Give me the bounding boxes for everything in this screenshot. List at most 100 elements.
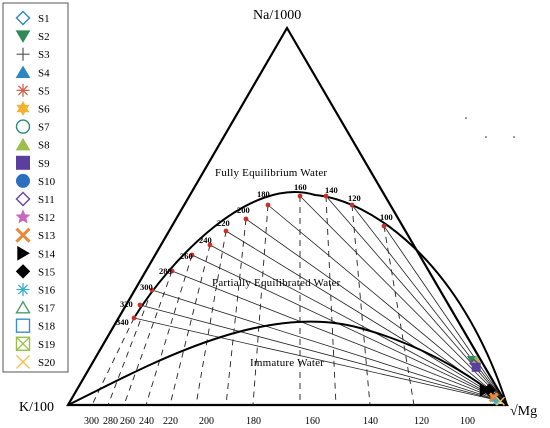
- sample-points: [466, 355, 505, 406]
- legend-label: S15: [38, 266, 56, 278]
- region-immature-label: Immature Water: [250, 357, 324, 369]
- legend-label: S10: [38, 176, 56, 188]
- legend-entry: S15: [15, 264, 56, 279]
- legend-marker: [16, 100, 30, 117]
- curve-temperature-label: 240: [199, 235, 212, 245]
- bottom-tick-labels: 300 280 260 240 220 200 180 160 140 120 100: [84, 416, 475, 427]
- legend-entry: S9: [16, 155, 50, 170]
- temperature-marker: [137, 302, 143, 308]
- legend-entry: S8: [15, 137, 50, 152]
- sample-point-s20: [495, 396, 505, 406]
- legend-label: S5: [38, 85, 50, 97]
- curve-temperature-label: 320: [120, 299, 133, 309]
- curve-temperature-label: 120: [348, 193, 361, 203]
- isotherm-lines: [91, 195, 506, 406]
- legend-marker: [16, 173, 30, 188]
- legend-label: S9: [38, 158, 50, 170]
- corner-left-label: K/100: [19, 400, 54, 415]
- curve-temperature-label: 300: [140, 282, 153, 292]
- curve-temperature-label: 260: [180, 251, 193, 261]
- legend-label: S7: [38, 122, 50, 134]
- sample-point-s16: [492, 397, 501, 406]
- temperature-marker: [297, 193, 303, 199]
- curve-temperature-label: 140: [325, 185, 338, 195]
- temperature-marker: [131, 315, 137, 321]
- legend-entry: S18: [15, 318, 56, 333]
- legend-label: S4: [38, 67, 50, 79]
- legend-entry: S7: [15, 119, 50, 134]
- legend-entry: S13: [15, 227, 56, 243]
- legend-label: S14: [38, 248, 56, 260]
- isotherm-line: [267, 204, 506, 403]
- sample-point-s15: [482, 383, 497, 397]
- isotherm-dashed-line: [123, 270, 173, 406]
- bottom-tick-label: 180: [246, 416, 261, 427]
- temperature-marker: [243, 216, 249, 222]
- legend-marker: [16, 354, 30, 369]
- isotherm-dashed-line: [325, 195, 337, 406]
- temperature-markers: [131, 193, 387, 321]
- legend-marker: [16, 83, 30, 97]
- curve-temperature-label: 200: [237, 205, 250, 215]
- temperature-marker: [381, 223, 387, 229]
- legend-marker: [15, 318, 31, 333]
- isotherm-dashed-line: [383, 225, 415, 406]
- isotherm-line: [209, 244, 506, 403]
- legend-marker: [15, 264, 31, 279]
- isotherm-dashed-line: [169, 244, 211, 406]
- legend-marker: [15, 10, 31, 26]
- isotherm-dashed-line: [225, 218, 247, 406]
- legend-entry: S3: [16, 47, 50, 61]
- corner-right-label: √Mg: [510, 404, 537, 419]
- legend-marker: [15, 65, 31, 78]
- isotherm-line: [139, 304, 506, 403]
- legend-label: S16: [38, 285, 56, 297]
- legend-label: S20: [38, 357, 56, 369]
- temperature-marker: [223, 228, 229, 234]
- legend-marker: [15, 191, 31, 207]
- sample-point-s9: [471, 362, 481, 372]
- legend-entry: S4: [15, 65, 50, 79]
- noise-dot: [485, 136, 487, 138]
- bottom-tick-label: 120: [414, 416, 429, 427]
- legend-marker: [16, 283, 30, 296]
- bottom-tick-label: 160: [305, 416, 320, 427]
- legend-entry: S14: [17, 245, 56, 261]
- isotherm-line: [191, 254, 506, 403]
- curve-temperature-label: 160: [294, 182, 307, 192]
- isotherm-dashed-line: [107, 289, 153, 406]
- curve-temperature-label: 180: [257, 189, 270, 199]
- legend-marker: [15, 119, 31, 134]
- legend-marker: [16, 47, 30, 61]
- legend-marker: [16, 155, 30, 170]
- legend-label: S19: [38, 339, 56, 351]
- legend-label: S11: [38, 194, 55, 206]
- legend-entry: S19: [15, 336, 56, 351]
- legend-entry: S1: [15, 10, 50, 26]
- region-partial-label: Partially Equilibrated Water: [212, 277, 341, 289]
- legend-label: S17: [38, 303, 56, 315]
- temperature-marker: [189, 252, 195, 258]
- temperature-marker: [323, 193, 329, 199]
- legend-entry: S16: [16, 283, 56, 297]
- legend-label: S8: [38, 140, 50, 152]
- curve-temperature-label: 340: [116, 317, 129, 327]
- immature-water-curve: [67, 320, 508, 406]
- legend-marker: [15, 227, 31, 243]
- legend-label: S2: [38, 31, 50, 43]
- temperature-marker: [207, 242, 213, 248]
- noise-dot: [465, 117, 467, 119]
- full-equilibrium-curve: [133, 191, 508, 406]
- bottom-tick-label: 140: [363, 416, 378, 427]
- isotherm-dashed-line: [91, 317, 135, 406]
- legend-marker: [15, 137, 31, 151]
- bottom-tick-label: 220: [163, 416, 178, 427]
- bottom-tick-label: 100: [460, 416, 475, 427]
- bottom-tick-label: 260: [120, 416, 135, 427]
- legend-marker: [15, 30, 31, 43]
- legend-label: S3: [38, 49, 50, 61]
- legend-entry: S11: [15, 191, 55, 207]
- isotherm-line: [299, 195, 506, 403]
- bottom-tick-label: 300: [84, 416, 99, 427]
